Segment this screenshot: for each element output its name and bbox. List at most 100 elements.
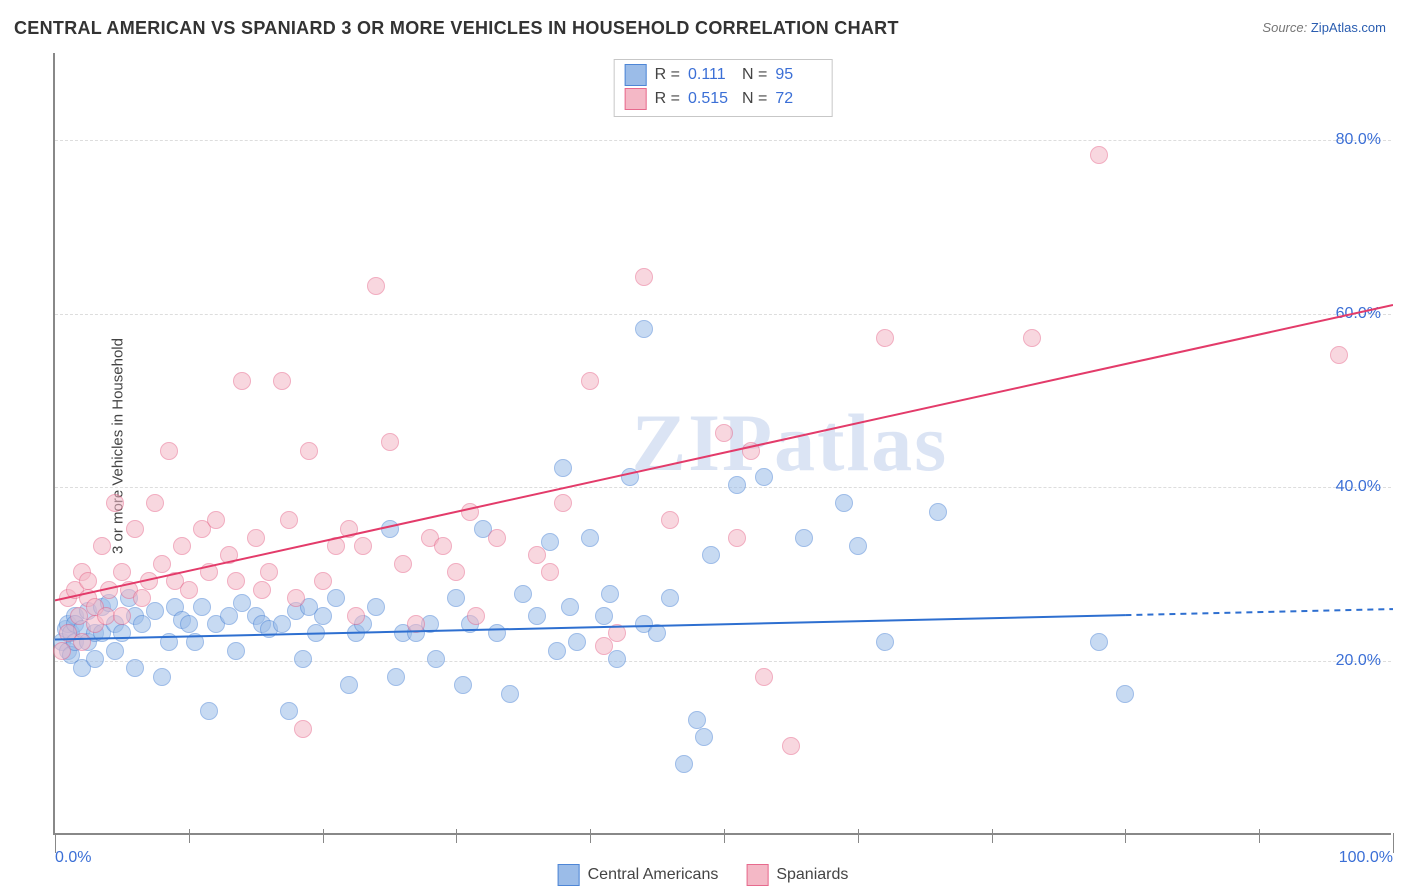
data-point [294, 650, 312, 668]
data-point [514, 585, 532, 603]
data-point [233, 372, 251, 390]
data-point [140, 572, 158, 590]
x-tick [1125, 829, 1126, 843]
series-legend: Central AmericansSpaniards [558, 864, 849, 886]
legend-row: R =0.111N =95 [625, 64, 822, 86]
data-point [581, 529, 599, 547]
data-point [193, 598, 211, 616]
data-point [608, 624, 626, 642]
data-point [227, 572, 245, 590]
data-point [635, 320, 653, 338]
legend-row: R = 0.515 N = 72 [625, 88, 822, 110]
data-point [381, 520, 399, 538]
x-tick-label: 100.0% [1339, 849, 1393, 867]
trend-lines [55, 53, 1393, 835]
data-point [554, 494, 572, 512]
data-point [608, 650, 626, 668]
data-point [133, 615, 151, 633]
y-tick-label: 40.0% [1336, 478, 1381, 496]
trend-line [55, 305, 1393, 600]
r-value: 0.515 [688, 90, 734, 108]
data-point [755, 668, 773, 686]
legend-swatch [625, 64, 647, 86]
data-point [601, 585, 619, 603]
data-point [1116, 685, 1134, 703]
x-tick-label: 0.0% [55, 849, 91, 867]
data-point [454, 676, 472, 694]
data-point [876, 329, 894, 347]
x-tick [590, 829, 591, 843]
data-point [554, 459, 572, 477]
data-point [280, 702, 298, 720]
data-point [467, 607, 485, 625]
data-point [548, 642, 566, 660]
legend-swatch [558, 864, 580, 886]
data-point [835, 494, 853, 512]
data-point [461, 503, 479, 521]
data-point [287, 589, 305, 607]
data-point [1090, 633, 1108, 651]
data-point [86, 650, 104, 668]
n-value: 72 [775, 90, 821, 108]
data-point [728, 476, 746, 494]
data-point [849, 537, 867, 555]
x-tick [323, 829, 324, 843]
gridline [55, 661, 1391, 662]
data-point [113, 624, 131, 642]
data-point [340, 520, 358, 538]
data-point [447, 589, 465, 607]
r-label: R = [655, 90, 680, 108]
data-point [294, 720, 312, 738]
data-point [541, 563, 559, 581]
data-point [280, 511, 298, 529]
data-point [675, 755, 693, 773]
data-point [354, 537, 372, 555]
n-value: 95 [775, 66, 821, 84]
legend-item: Central Americans [558, 864, 719, 886]
data-point [106, 494, 124, 512]
data-point [146, 494, 164, 512]
data-point [568, 633, 586, 651]
source-link[interactable]: ZipAtlas.com [1311, 20, 1386, 35]
data-point [394, 555, 412, 573]
data-point [180, 615, 198, 633]
data-point [307, 624, 325, 642]
y-tick-label: 20.0% [1336, 652, 1381, 670]
data-point [180, 581, 198, 599]
data-point [367, 277, 385, 295]
watermark: ZIPatlas [631, 396, 948, 490]
x-tick [1259, 829, 1260, 843]
data-point [715, 424, 733, 442]
data-point [501, 685, 519, 703]
r-value: 0.111 [688, 66, 734, 84]
data-point [1090, 146, 1108, 164]
legend-label: Central Americans [588, 866, 719, 884]
data-point [387, 668, 405, 686]
data-point [260, 563, 278, 581]
data-point [220, 607, 238, 625]
data-point [79, 572, 97, 590]
data-point [595, 607, 613, 625]
data-point [247, 529, 265, 547]
data-point [100, 581, 118, 599]
data-point [273, 372, 291, 390]
data-point [581, 372, 599, 390]
data-point [160, 442, 178, 460]
data-point [488, 529, 506, 547]
data-point [407, 615, 425, 633]
data-point [488, 624, 506, 642]
data-point [126, 659, 144, 677]
data-point [782, 737, 800, 755]
data-point [173, 537, 191, 555]
data-point [695, 728, 713, 746]
data-point [273, 615, 291, 633]
data-point [755, 468, 773, 486]
n-label: N = [742, 90, 767, 108]
data-point [742, 442, 760, 460]
data-point [153, 668, 171, 686]
data-point [434, 537, 452, 555]
data-point [340, 676, 358, 694]
gridline [55, 140, 1391, 141]
data-point [146, 602, 164, 620]
y-tick-label: 80.0% [1336, 131, 1381, 149]
